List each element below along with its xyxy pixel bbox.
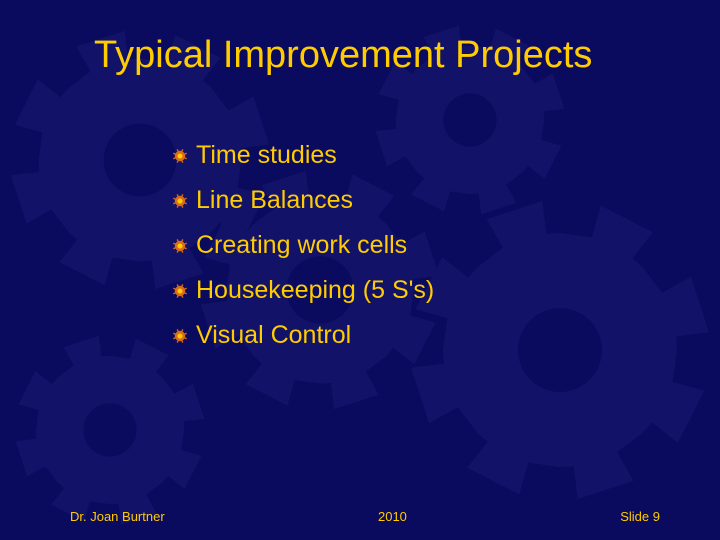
footer-year: 2010 <box>378 509 407 524</box>
gear-bullet-icon <box>172 283 188 299</box>
slide-footer: Dr. Joan Burtner 2010 Slide 9 <box>0 509 720 524</box>
footer-slide-number: Slide 9 <box>620 509 660 524</box>
bullet-text: Creating work cells <box>196 228 407 263</box>
footer-author: Dr. Joan Burtner <box>70 509 165 524</box>
bullet-item: Line Balances <box>172 183 434 218</box>
bullet-text: Visual Control <box>196 318 351 353</box>
gear-bullet-icon <box>172 238 188 254</box>
bullet-text: Line Balances <box>196 183 353 218</box>
slide-title: Typical Improvement Projects <box>94 34 592 77</box>
bullet-item: Visual Control <box>172 318 434 353</box>
bullet-item: Housekeeping (5 S's) <box>172 273 434 308</box>
bullet-item: Creating work cells <box>172 228 434 263</box>
bullet-item: Time studies <box>172 138 434 173</box>
bullet-text: Time studies <box>196 138 337 173</box>
bullet-text: Housekeeping (5 S's) <box>196 273 434 308</box>
gear-bullet-icon <box>172 193 188 209</box>
bullet-list: Time studies Line Balances Creating work… <box>172 138 434 363</box>
gear-bullet-icon <box>172 148 188 164</box>
gear-bullet-icon <box>172 328 188 344</box>
